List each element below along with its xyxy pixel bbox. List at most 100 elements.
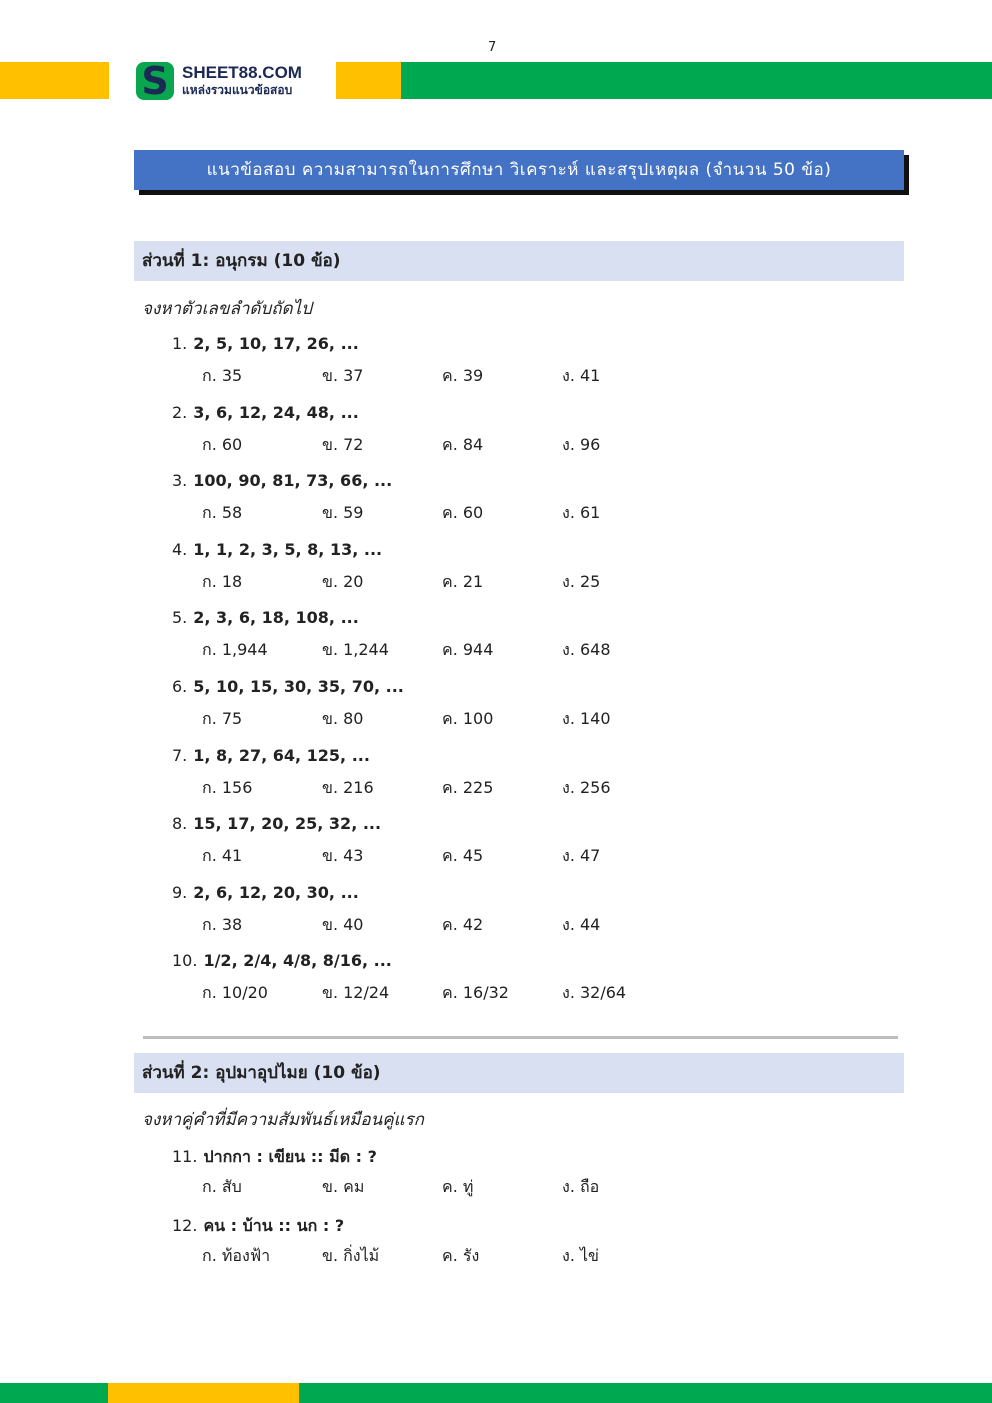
answer-option: ค. 21 (442, 571, 484, 591)
section-2-header: ส่วนที่ 2: อุปมาอุปไมย (10 ข้อ) (134, 1053, 904, 1093)
footer-bar-green-right (299, 1383, 992, 1403)
question-text: 1/2, 2/4, 4/8, 8/16, ... (203, 951, 392, 971)
answer-option: ค. รัง (442, 1245, 480, 1265)
question-number: 7. (172, 745, 188, 765)
answer-option: ค. 225 (442, 777, 494, 797)
question-text: ปากกา : เขียน :: มีด : ? (203, 1147, 377, 1166)
answer-option: ก. 35 (202, 366, 243, 385)
header-bar-green (401, 62, 992, 99)
question-number: 11. (172, 1147, 198, 1166)
question-6: 6. 5, 10, 15, 30, 35, 70, ... (172, 677, 404, 696)
answer-option: ง. 96 (562, 434, 601, 454)
question-text: 1, 1, 2, 3, 5, 8, 13, ... (193, 539, 383, 559)
footer-bar-yellow (108, 1383, 299, 1403)
answer-option: ข. 216 (322, 777, 374, 797)
brand-name: SHEET88.COM (182, 63, 302, 82)
answer-option: ง. 47 (562, 846, 601, 866)
answer-option: ก. 41 (202, 846, 243, 866)
question-text: 5, 10, 15, 30, 35, 70, ... (193, 677, 404, 696)
question-number: 2. (172, 402, 188, 422)
question-text: 2, 5, 10, 17, 26, ... (193, 334, 359, 353)
answer-option: ค. 100 (442, 709, 494, 728)
answer-option: ก. 60 (202, 434, 243, 454)
answer-option: ข. 40 (322, 914, 364, 934)
logo-s-icon: S (136, 62, 174, 100)
answer-option: ข. 80 (322, 709, 364, 728)
answer-option: ง. 25 (562, 571, 601, 591)
answer-option: ก. 156 (202, 777, 253, 797)
section-2-instruction: จงหาคู่คำที่มีความสัมพันธ์เหมือนคู่แรก (142, 1110, 424, 1130)
answer-option: ข. 1,244 (322, 640, 389, 660)
question-8: 8. 15, 17, 20, 25, 32, ... (172, 814, 381, 833)
answer-option: ค. 944 (442, 640, 494, 660)
question-text: 1, 8, 27, 64, 125, ... (193, 745, 370, 765)
answer-option: ก. 75 (202, 709, 243, 728)
answer-option: ข. 72 (322, 434, 364, 454)
section-1-header: ส่วนที่ 1: อนุกรม (10 ข้อ) (134, 241, 904, 281)
question-1: 1. 2, 5, 10, 17, 26, ... (172, 334, 359, 353)
answer-option: ก. 1,944 (202, 640, 268, 660)
answer-option: ง. ไข่ (562, 1245, 599, 1265)
section-divider (143, 1036, 898, 1039)
answer-option: ข. 43 (322, 846, 364, 866)
answer-option: ข. กิ่งไม้ (322, 1245, 380, 1265)
answer-option: ค. ทู่ (442, 1177, 474, 1196)
answer-option: ง. 648 (562, 640, 611, 660)
question-text: คน : บ้าน :: นก : ? (203, 1215, 345, 1235)
answer-option: ก. ท้องฟ้า (202, 1245, 271, 1265)
answer-option: ข. 12/24 (322, 983, 390, 1003)
question-3: 3. 100, 90, 81, 73, 66, ... (172, 471, 392, 490)
page-title: แนวข้อสอบ ความสามารถในการศึกษา วิเคราะห์… (134, 150, 904, 190)
question-10: 10. 1/2, 2/4, 4/8, 8/16, ... (172, 951, 392, 970)
answer-option: ก. สับ (202, 1177, 242, 1196)
question-number: 3. (172, 471, 188, 491)
answer-option: ข. คม (322, 1177, 365, 1196)
answer-option: ง. ถือ (562, 1177, 600, 1196)
brand-tagline: แหล่งรวมแนวข้อสอบ (182, 83, 293, 97)
answer-option: ค. 84 (442, 434, 484, 454)
question-number: 4. (172, 539, 188, 559)
answer-option: ง. 61 (562, 503, 601, 523)
header-bar-yellow-right (336, 62, 401, 99)
answer-option: ก. 58 (202, 503, 243, 523)
answer-option: ง. 32/64 (562, 983, 627, 1003)
question-text: 15, 17, 20, 25, 32, ... (193, 814, 382, 834)
question-11: 11. ปากกา : เขียน :: มีด : ? (172, 1145, 377, 1170)
answer-option: ง. 256 (562, 777, 611, 797)
answer-option: ค. 39 (442, 366, 484, 385)
header-bar-yellow-left (0, 62, 109, 99)
question-number: 10. (172, 951, 198, 971)
answer-option: ข. 59 (322, 503, 364, 523)
answer-option: ค. 16/32 (442, 983, 509, 1003)
page-number: 7 (488, 40, 497, 55)
answer-option: ค. 42 (442, 914, 484, 934)
answer-option: ข. 37 (322, 366, 364, 385)
brand-logo: S SHEET88.COM แหล่งรวมแนวข้อสอบ (136, 62, 326, 100)
question-9: 9. 2, 6, 12, 20, 30, ... (172, 883, 359, 902)
question-2: 2. 3, 6, 12, 24, 48, ... (172, 403, 359, 422)
question-number: 12. (172, 1215, 198, 1235)
answer-option: ง. 44 (562, 914, 601, 934)
question-7: 7. 1, 8, 27, 64, 125, ... (172, 746, 370, 765)
answer-option: ง. 41 (562, 366, 601, 385)
question-number: 8. (172, 814, 188, 834)
answer-option: ง. 140 (562, 709, 611, 728)
question-text: 2, 6, 12, 20, 30, ... (193, 882, 359, 902)
answer-option: ค. 45 (442, 846, 484, 866)
section-1-instruction: จงหาตัวเลขลำดับถัดไป (142, 299, 312, 319)
question-number: 1. (172, 334, 188, 353)
question-number: 9. (172, 882, 188, 902)
footer-bar-green-left (0, 1383, 108, 1403)
answer-option: ก. 10/20 (202, 983, 268, 1003)
answer-option: ก. 18 (202, 571, 243, 591)
question-5: 5. 2, 3, 6, 18, 108, ... (172, 608, 359, 627)
question-4: 4. 1, 1, 2, 3, 5, 8, 13, ... (172, 540, 382, 559)
answer-option: ข. 20 (322, 571, 364, 591)
question-text: 3, 6, 12, 24, 48, ... (193, 402, 359, 422)
answer-option: ก. 38 (202, 914, 243, 934)
answer-option: ค. 60 (442, 503, 484, 523)
question-text: 2, 3, 6, 18, 108, ... (193, 608, 359, 628)
question-number: 6. (172, 677, 188, 696)
question-number: 5. (172, 608, 188, 628)
question-text: 100, 90, 81, 73, 66, ... (193, 471, 393, 491)
